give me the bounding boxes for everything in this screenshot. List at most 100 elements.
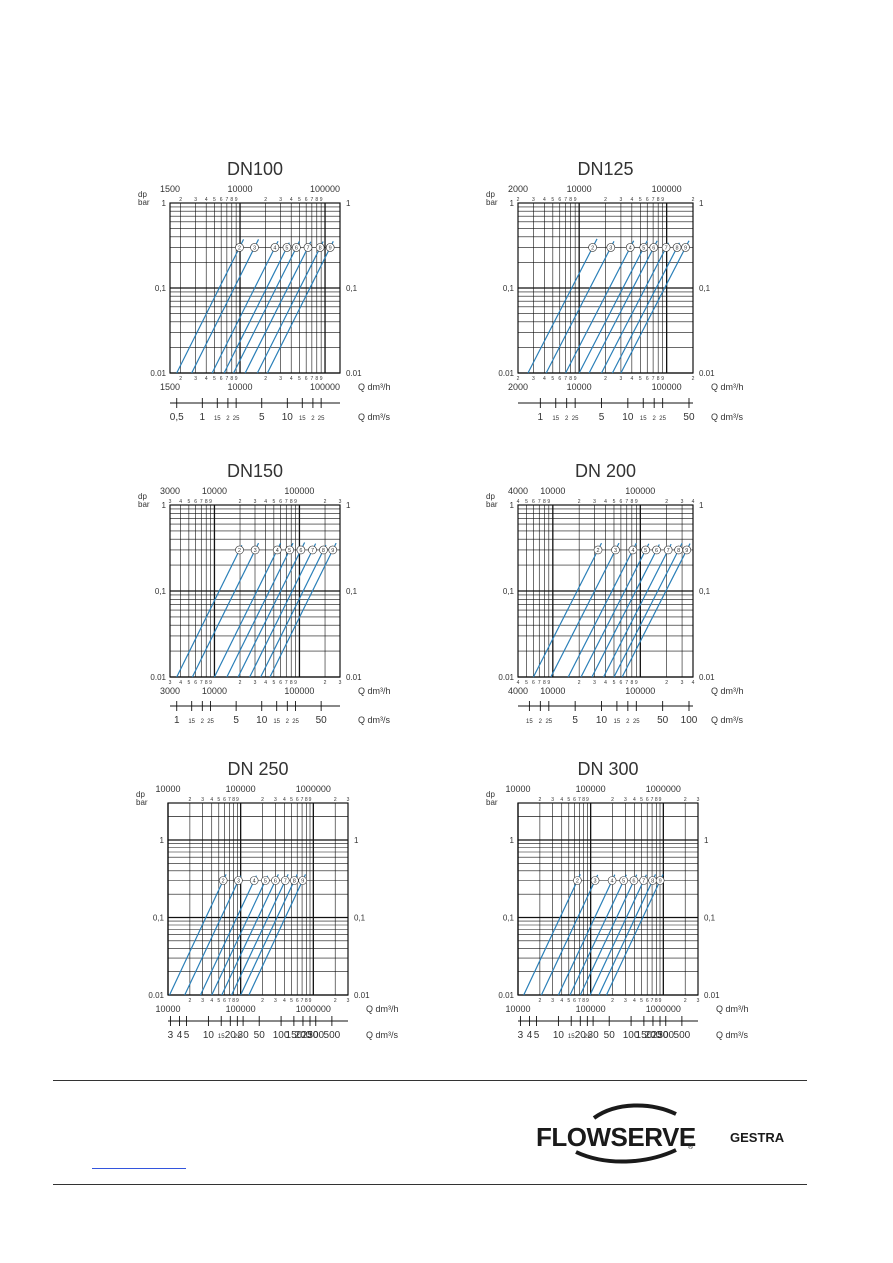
secondary-axis-title: Q dm³/s <box>358 715 391 725</box>
curve-label-circle <box>681 243 690 252</box>
x-minor-tick-label-bottom: 8 <box>315 376 318 382</box>
x-axis-label-bottom: 100000 <box>310 382 340 392</box>
x-minor-tick-label-top: 6 <box>646 197 649 203</box>
x-minor-tick-label-bottom: 9 <box>635 680 638 686</box>
x-minor-tick-label-top: 9 <box>635 499 638 505</box>
curve-label-circle <box>285 545 294 555</box>
plot-frame <box>517 802 699 996</box>
secondary-axis-label: 50 <box>657 715 669 726</box>
x-minor-tick-label-bottom: 3 <box>624 998 627 1004</box>
x-minor-tick-label-top: 6 <box>296 797 299 803</box>
x-axis-label-bottom: 10000 <box>567 382 592 392</box>
x-minor-tick-label-bottom: 9 <box>574 376 577 382</box>
curve-label: 4 <box>629 245 632 251</box>
y-unit-top: dp <box>486 790 495 799</box>
x-minor-tick-label-top: 6 <box>305 197 308 203</box>
x-minor-tick-label-bottom: 9 <box>209 680 212 686</box>
secondary-axis-label: 50 <box>254 1030 266 1041</box>
x-minor-tick-label-top: 3 <box>347 797 350 803</box>
y-axis-label: 0,1 <box>153 913 165 922</box>
secondary-axis-label: 15 <box>273 719 280 725</box>
x-axis-label-top: 10000 <box>228 184 253 194</box>
curve-label: 8 <box>677 548 680 554</box>
secondary-axis-label: 30 <box>238 1030 250 1041</box>
x-axis-label-top: 100000 <box>625 486 655 496</box>
x-minor-tick-label-top: 5 <box>272 499 275 505</box>
x-minor-tick-label-top: 8 <box>315 197 318 203</box>
secondary-axis-label: 25 <box>234 1034 241 1040</box>
flow-curve <box>579 874 638 996</box>
curve-label: 9 <box>329 245 332 251</box>
x-minor-tick-label-bottom: 8 <box>232 998 235 1004</box>
plot-frame <box>167 802 349 996</box>
secondary-axis-label: 2 <box>311 416 315 422</box>
curve-label-circle <box>663 545 673 555</box>
secondary-axis-label: 1 <box>174 715 180 726</box>
curve-label: 8 <box>651 879 654 885</box>
x-minor-tick-label-bottom: 2 <box>188 998 191 1004</box>
x-axis-label-bottom: 4000 <box>508 686 528 696</box>
secondary-axis-label: 3 <box>518 1030 524 1041</box>
flowserve-logo: FLOWSERVE ® GESTRA <box>536 1100 786 1164</box>
curve-label: 7 <box>667 548 670 554</box>
x-minor-tick-label-top: 6 <box>532 499 535 505</box>
x-minor-tick-label-bottom: 3 <box>347 998 350 1004</box>
x-minor-tick-label-bottom: 6 <box>194 680 197 686</box>
x-minor-tick-label-top: 9 <box>659 797 662 803</box>
x-minor-tick-label-bottom: 5 <box>213 376 216 382</box>
secondary-axis-label: 500 <box>324 1030 341 1041</box>
curve-label: 3 <box>614 548 617 554</box>
secondary-axis-label: 10 <box>622 412 634 423</box>
chart-title: DN 200 <box>575 461 636 481</box>
secondary-axis-label: 200 <box>295 1030 312 1041</box>
x-minor-tick-label-top: 4 <box>692 499 695 505</box>
x-minor-tick-label-bottom: 5 <box>290 998 293 1004</box>
x-minor-tick-label-top: 3 <box>274 797 277 803</box>
brand-name: FLOWSERVE <box>536 1122 696 1152</box>
footer-link-underline[interactable] <box>92 1168 186 1169</box>
x-minor-tick-label-bottom: 8 <box>290 680 293 686</box>
x-minor-tick-label-bottom: 6 <box>305 376 308 382</box>
x-axis-title: Q dm³/h <box>711 382 744 392</box>
x-minor-tick-label-top: 7 <box>564 197 567 203</box>
x-axis-label-bottom: 10000 <box>155 1004 180 1014</box>
x-minor-tick-label-top: 7 <box>625 499 628 505</box>
y-axis-label: 0.01 <box>150 369 166 378</box>
y-axis-label-right: 1 <box>354 836 359 845</box>
x-minor-tick-label-bottom: 7 <box>228 998 231 1004</box>
x-minor-tick-label-bottom: 3 <box>339 680 342 686</box>
flow-curve <box>580 543 650 678</box>
curve-label-circle <box>270 243 280 252</box>
y-axis-label: 0,1 <box>503 284 515 293</box>
x-minor-tick-label-top: 4 <box>543 197 546 203</box>
curve-label-circle <box>606 243 616 252</box>
secondary-axis-label: 2 <box>565 416 569 422</box>
curve-label-circle <box>261 876 270 885</box>
flow-curve <box>591 544 660 678</box>
x-minor-tick-label-top: 7 <box>538 499 541 505</box>
chart-title: DN125 <box>577 159 633 179</box>
secondary-axis-label: 100 <box>623 1030 640 1041</box>
plot-frame <box>169 202 341 374</box>
flow-curve <box>237 542 306 678</box>
x-minor-tick-label-top: 8 <box>205 499 208 505</box>
curve-label-circle <box>682 545 692 555</box>
curve-label: 4 <box>253 879 256 885</box>
x-minor-tick-label-top: 9 <box>547 499 550 505</box>
secondary-axis-label: 50 <box>316 715 328 726</box>
secondary-axis-label: 25 <box>207 719 214 725</box>
x-minor-tick-label-top: 7 <box>651 797 654 803</box>
x-minor-tick-label-bottom: 9 <box>235 376 238 382</box>
x-minor-tick-label-bottom: 4 <box>205 376 208 382</box>
x-minor-tick-label-bottom: 6 <box>573 998 576 1004</box>
x-axis-label-top: 100000 <box>226 784 256 794</box>
y-axis-label-right: 0.01 <box>354 991 370 1000</box>
x-minor-tick-label-top: 3 <box>194 197 197 203</box>
curve-label: 6 <box>295 245 298 251</box>
secondary-axis-label: 5 <box>233 715 239 726</box>
x-axis-label-top: 10000 <box>202 486 227 496</box>
curve-label: 6 <box>299 548 302 554</box>
sub-brand-name: GESTRA <box>730 1130 785 1145</box>
x-minor-tick-label-bottom: 3 <box>194 376 197 382</box>
x-minor-tick-label-bottom: 9 <box>309 998 312 1004</box>
